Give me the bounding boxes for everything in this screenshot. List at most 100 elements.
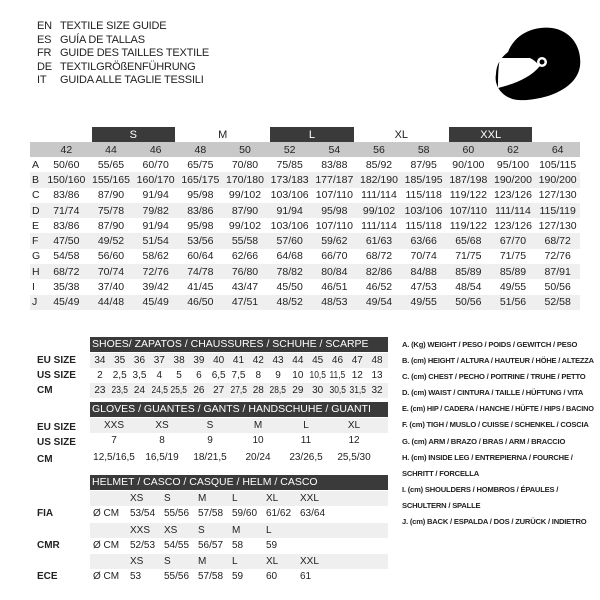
- cell-text: M: [198, 493, 207, 504]
- cell-value: 20/24: [234, 452, 282, 463]
- cell-value: 2: [90, 370, 110, 381]
- cell-text: 187/198: [449, 173, 488, 186]
- cell-text: 55/58: [231, 235, 259, 248]
- row-label: G: [32, 250, 41, 263]
- cell-value: L: [266, 525, 300, 536]
- measurement-row: B 150/160 155/165 160/170 165/175 170/180 173/…: [30, 172, 580, 188]
- legend-line: I. (cm) SHOULDERS / HOMBROS / ÉPAULES /: [402, 482, 598, 498]
- cell-text: 23/26,5: [289, 452, 323, 463]
- cell-text: M: [198, 556, 207, 567]
- cell-value: 7,5: [229, 370, 249, 381]
- title-line: EN TEXTILE SIZE GUIDE: [37, 20, 209, 34]
- measurement-value: 87/91: [535, 266, 580, 278]
- measurement-row: H 68/72 70/74 72/76 74/78 76/80 78/82 80/84 82/8…: [30, 264, 580, 280]
- cell-text: E. (cm) HIP / CADERA / HANCHE / HÜFTE / …: [402, 404, 594, 414]
- measurement-value: 83/88: [312, 159, 357, 171]
- cell-text: 37/40: [97, 281, 125, 294]
- cell-text: 24: [133, 385, 146, 396]
- cell-text: 165/175: [181, 173, 220, 186]
- helmet-icon: [495, 27, 581, 101]
- cell-text: 83/86: [53, 219, 80, 232]
- size-number: 50: [223, 144, 268, 156]
- cell-value: 27: [209, 385, 229, 396]
- cell-value: XXL: [300, 493, 334, 504]
- row-label: ECE: [37, 571, 58, 582]
- cell-text: 83/88: [321, 158, 348, 171]
- cell-value: 42: [248, 355, 268, 366]
- cell-value: 57/58: [198, 508, 232, 519]
- cell-text: 185/195: [404, 173, 443, 186]
- cell-text: 12: [351, 370, 363, 381]
- measurement-value: 46/51: [312, 281, 357, 293]
- measurement-value: 70/74: [89, 266, 134, 278]
- cell-value: 13: [367, 370, 387, 381]
- cell-text: 87/90: [97, 219, 125, 232]
- measurement-value: 37/40: [89, 281, 134, 293]
- measurement-row: A 50/60 55/65 60/70 65/75 70/80 75/85 83/88 85/9…: [30, 157, 580, 172]
- cell-text: 7: [111, 435, 117, 446]
- cell-text: 43/47: [231, 281, 259, 294]
- cell-text: 9: [207, 435, 213, 446]
- row-label: EU SIZE: [37, 354, 76, 366]
- measurement-value: 39/42: [133, 281, 178, 293]
- unit-label: Ø CM: [90, 540, 130, 551]
- title-text: GUIDA ALLE TAGLIE TESSILI: [60, 74, 204, 87]
- cell-text: 87/91: [544, 265, 571, 278]
- cell-value: 3,5: [130, 370, 150, 381]
- measurement-value: 50/56: [535, 281, 580, 293]
- cell-text: 85/89: [455, 265, 482, 278]
- cell-text: 62/66: [231, 250, 259, 263]
- cell-value: 12: [347, 370, 367, 381]
- measurement-value: 75/85: [267, 159, 312, 171]
- cell-value: XXS: [90, 420, 138, 431]
- cell-text: S: [206, 420, 214, 431]
- cell-value: 24,5: [149, 385, 169, 396]
- cell-text: 16,5/19: [145, 452, 179, 463]
- legend-line: SCHULTERN / SPALLE: [402, 498, 598, 514]
- measurement-value: 35/38: [44, 281, 89, 293]
- cell-text: 59/60: [232, 508, 258, 519]
- cell-text: 82/86: [365, 265, 393, 278]
- cell-text: 4: [156, 370, 163, 381]
- measurement-value: 87/90: [89, 189, 134, 201]
- language-code: FR: [37, 47, 52, 60]
- shoes-header: SHOES/ ZAPATOS / CHAUSSURES / SCHUHE / S…: [90, 337, 388, 352]
- cell-text: 55/56: [164, 571, 190, 582]
- cell-text: 32: [371, 385, 383, 396]
- measurement-value: 87/90: [223, 205, 268, 217]
- measurement-value: 58/62: [133, 250, 178, 262]
- cell-text: 39: [193, 355, 205, 366]
- measurement-value: 111/114: [357, 220, 402, 232]
- row-label: F: [32, 235, 39, 248]
- helmet-value-row: Ø CM 52/53 54/55 56/57 58 59: [90, 538, 388, 553]
- cell-text: 65/68: [455, 235, 482, 248]
- cell-text: 5: [176, 370, 182, 381]
- cell-value: XL: [330, 420, 378, 431]
- cell-text: 48: [371, 355, 383, 366]
- cell-text: 190/200: [538, 173, 577, 186]
- cell-text: 30: [312, 385, 324, 396]
- cell-value: 55/56: [164, 508, 198, 519]
- cell-text: F. (cm) TIGH / MUSLO / CUISSE / SCHENKEL…: [402, 420, 589, 430]
- measurement-value: 44/48: [89, 296, 134, 308]
- cell-value: M: [234, 420, 282, 431]
- measurement-value: 43/47: [223, 281, 268, 293]
- cell-text: A. (Kg) WEIGHT / PESO / POIDS / GEWITCH …: [402, 340, 578, 349]
- cell-text: 2,5: [112, 370, 127, 381]
- cell-text: 55/65: [97, 158, 125, 171]
- cell-text: D. (cm) WAIST / CINTURA / TAILLE / HÜFTU…: [402, 388, 584, 398]
- cell-value: 30: [308, 385, 328, 396]
- cell-value: 59: [232, 571, 266, 582]
- measurement-value: 107/110: [446, 205, 491, 217]
- cell-text: S: [198, 524, 205, 536]
- cell-text: 70/80: [231, 158, 259, 171]
- measurement-value: 49/54: [357, 296, 402, 308]
- cell-text: 9: [275, 370, 281, 381]
- cell-value: 25,5: [169, 385, 189, 396]
- cell-text: 47/51: [231, 296, 259, 309]
- cell-value: 30,5: [328, 385, 348, 396]
- measurement-value: 187/198: [446, 174, 491, 186]
- cell-text: 46/50: [187, 296, 214, 309]
- title-text: GUIDE DES TAILLES TEXTILE: [60, 47, 210, 60]
- cell-text: G. (cm) ARM / BRAZO / BRAS / ARM / BRACC…: [402, 436, 566, 446]
